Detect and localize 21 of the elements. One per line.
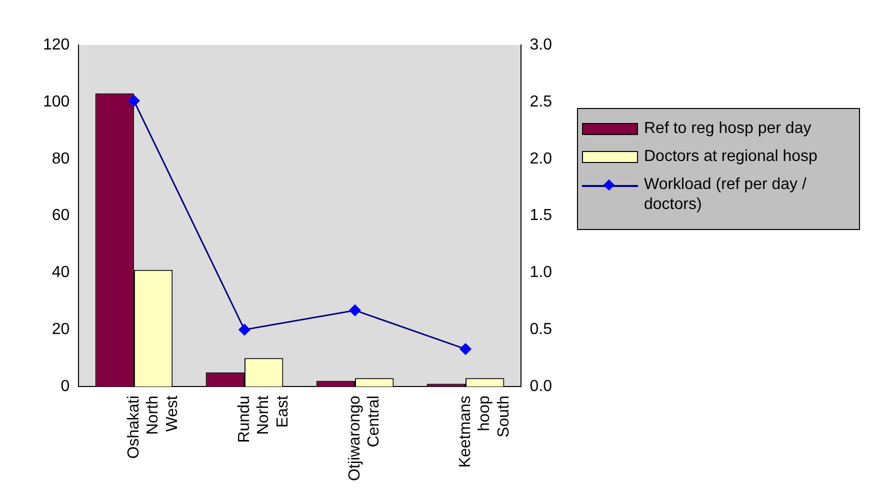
y-tick-label: 80 (52, 150, 70, 168)
x-tick-label: Keetmans hoop South (456, 396, 512, 468)
y2-tick-label: 0.5 (530, 321, 552, 338)
y-tick-label: 0 (60, 378, 70, 396)
y2-tick-label: 3.0 (530, 36, 552, 54)
legend-label: Ref to reg hosp per day (644, 119, 812, 139)
y2-tick-label: 0.0 (530, 378, 552, 396)
y2-tick-label: 2.0 (530, 150, 552, 168)
y-tick-label: 60 (52, 207, 70, 224)
x-tick-label: Otjiwarongo Central (346, 396, 383, 481)
y-tick-label: 120 (42, 36, 70, 54)
y-tick-label: 20 (52, 321, 70, 338)
x-tick-label: Rundu Norht East (236, 395, 292, 443)
y-tick-label: 40 (52, 264, 70, 282)
legend-label: Doctors at regional hosp (644, 147, 818, 167)
y-tick-label: 100 (42, 93, 70, 110)
x-tick-label: Oshakati North West (125, 395, 181, 459)
y2-tick-label: 1.5 (530, 207, 552, 224)
y2-tick-label: 2.5 (530, 93, 552, 110)
y2-tick-label: 1.0 (530, 264, 552, 282)
legend-label: Workload (ref per day / doctors) (644, 175, 808, 215)
